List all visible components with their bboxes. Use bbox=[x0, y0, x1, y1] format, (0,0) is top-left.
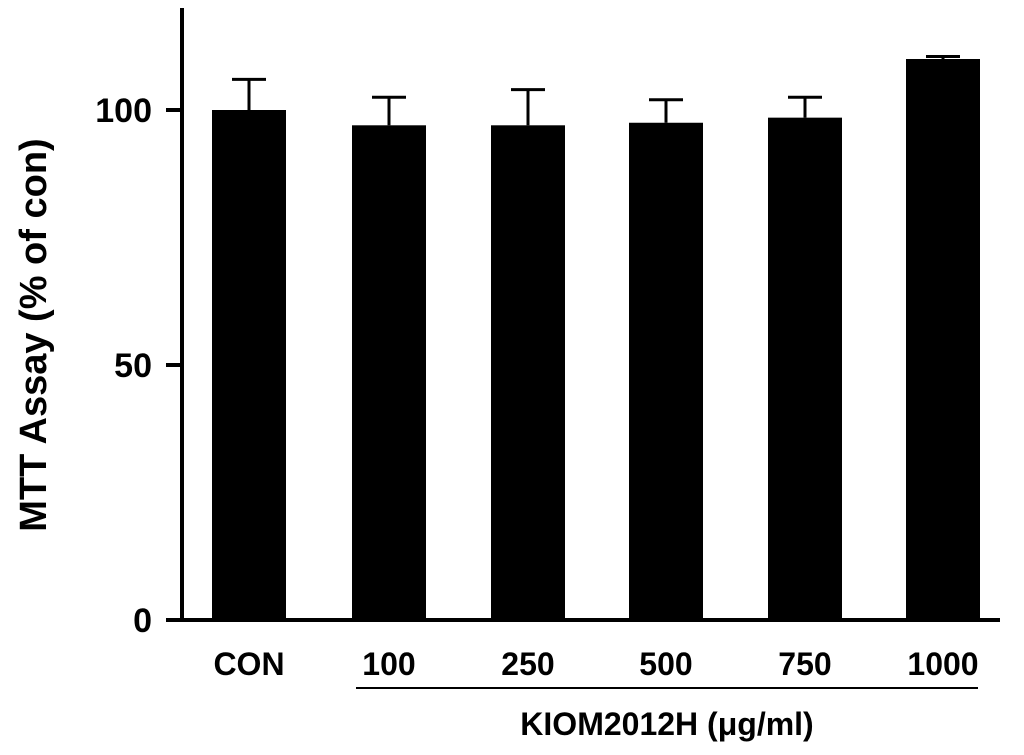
y-axis-title: MTT Assay (% of con) bbox=[13, 138, 55, 531]
x-tick-labels: CON 100 250 500 750 1000 bbox=[213, 646, 978, 682]
x-tick-label: 250 bbox=[501, 646, 554, 682]
x-tick-label: 100 bbox=[362, 646, 415, 682]
group-label: KIOM2012H (μg/ml) bbox=[520, 706, 813, 742]
chart-axes bbox=[180, 8, 1000, 622]
y-tick-label: 0 bbox=[133, 602, 152, 640]
bar bbox=[768, 117, 842, 621]
y-ticks: 0 50 100 bbox=[95, 92, 182, 640]
bars-group bbox=[212, 59, 980, 621]
x-tick-label: 1000 bbox=[907, 646, 978, 682]
x-tick-label: 500 bbox=[639, 646, 692, 682]
bar bbox=[629, 122, 703, 620]
x-tick-label: 750 bbox=[778, 646, 831, 682]
error-bars-group bbox=[232, 54, 960, 126]
y-tick-label: 100 bbox=[95, 92, 152, 130]
y-tick-label: 50 bbox=[114, 347, 152, 385]
bar bbox=[352, 125, 426, 621]
bar bbox=[906, 59, 980, 620]
x-tick-label: CON bbox=[213, 646, 284, 682]
bar bbox=[491, 125, 565, 621]
bar bbox=[212, 110, 286, 620]
